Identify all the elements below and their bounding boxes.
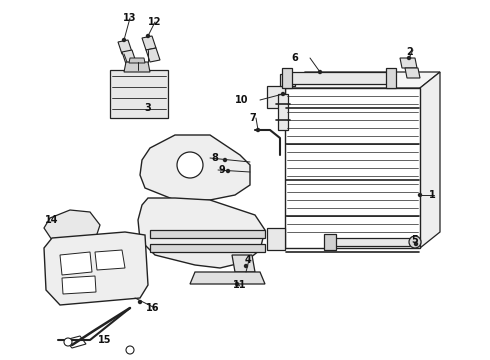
Circle shape — [281, 93, 285, 95]
Polygon shape — [405, 68, 420, 78]
Circle shape — [418, 194, 421, 197]
Polygon shape — [142, 36, 156, 50]
Circle shape — [126, 346, 134, 354]
Text: 12: 12 — [148, 17, 162, 27]
Polygon shape — [282, 68, 292, 88]
Text: 13: 13 — [123, 13, 137, 23]
Polygon shape — [44, 210, 100, 248]
Circle shape — [223, 158, 226, 162]
Text: 8: 8 — [212, 153, 219, 163]
Text: 7: 7 — [249, 113, 256, 123]
Text: 1: 1 — [429, 190, 436, 200]
Text: 4: 4 — [245, 255, 251, 265]
Polygon shape — [65, 336, 86, 348]
Polygon shape — [110, 70, 168, 118]
Polygon shape — [267, 228, 285, 250]
Text: 11: 11 — [233, 280, 247, 290]
Polygon shape — [285, 88, 420, 248]
Polygon shape — [190, 272, 265, 284]
Polygon shape — [146, 48, 160, 62]
Text: 6: 6 — [292, 53, 298, 63]
Polygon shape — [118, 40, 132, 54]
Polygon shape — [280, 74, 295, 86]
Text: 14: 14 — [45, 215, 59, 225]
Polygon shape — [62, 276, 96, 294]
Polygon shape — [140, 135, 250, 200]
Circle shape — [236, 283, 239, 285]
Text: 15: 15 — [98, 335, 112, 345]
Polygon shape — [129, 58, 145, 63]
Polygon shape — [420, 72, 440, 248]
Circle shape — [409, 236, 421, 248]
Circle shape — [245, 265, 247, 267]
Circle shape — [226, 170, 229, 172]
Polygon shape — [285, 72, 440, 88]
Circle shape — [122, 39, 125, 41]
Polygon shape — [278, 94, 288, 130]
Circle shape — [177, 152, 203, 178]
Polygon shape — [288, 72, 390, 84]
Polygon shape — [122, 50, 136, 64]
Polygon shape — [60, 252, 92, 275]
Polygon shape — [232, 255, 255, 272]
Circle shape — [256, 129, 260, 131]
Circle shape — [408, 57, 411, 59]
Text: 2: 2 — [407, 47, 414, 57]
Circle shape — [64, 338, 72, 346]
Text: 3: 3 — [145, 103, 151, 113]
Circle shape — [147, 35, 149, 37]
Polygon shape — [386, 68, 396, 88]
Circle shape — [318, 71, 321, 73]
Polygon shape — [330, 238, 410, 246]
Polygon shape — [267, 86, 285, 108]
Polygon shape — [150, 230, 265, 238]
Text: 10: 10 — [235, 95, 249, 105]
Circle shape — [139, 301, 142, 303]
Polygon shape — [95, 250, 125, 270]
Polygon shape — [124, 62, 150, 72]
Text: 16: 16 — [146, 303, 160, 313]
Circle shape — [415, 243, 417, 246]
Text: 9: 9 — [219, 165, 225, 175]
Polygon shape — [44, 232, 148, 305]
Polygon shape — [400, 58, 417, 68]
Text: 5: 5 — [412, 235, 418, 245]
Polygon shape — [150, 244, 265, 252]
Polygon shape — [324, 234, 336, 250]
Polygon shape — [138, 198, 265, 268]
